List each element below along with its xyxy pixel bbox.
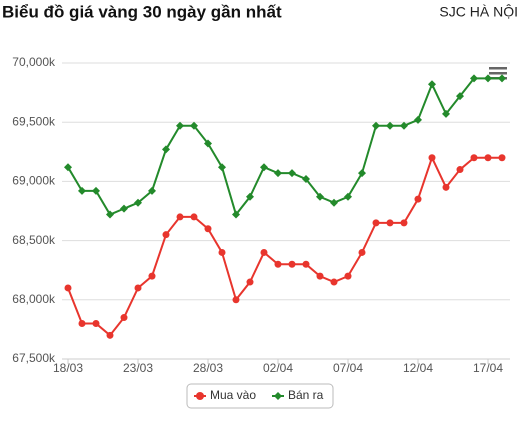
x-tick-label: 17/04 [473, 361, 503, 375]
point [232, 296, 240, 304]
point [134, 284, 142, 292]
point [176, 121, 184, 130]
x-tick-label: 02/04 [263, 361, 293, 375]
point [372, 121, 380, 130]
point [316, 192, 324, 201]
y-tick-label: 69,500k [12, 114, 56, 128]
point [442, 183, 450, 191]
x-tick-label: 28/03 [193, 361, 223, 375]
point [470, 74, 478, 83]
point [120, 314, 128, 322]
source-label: SJC HÀ NỘI [439, 4, 518, 20]
x-tick-label: 23/03 [123, 361, 153, 375]
point [92, 319, 100, 327]
point [134, 198, 142, 207]
point [190, 213, 198, 221]
point [372, 219, 380, 227]
point [92, 186, 100, 195]
y-tick-label: 68,500k [12, 233, 56, 247]
point [274, 260, 282, 268]
point [344, 272, 352, 280]
point [400, 219, 408, 227]
point [428, 154, 436, 162]
point [442, 109, 450, 118]
y-tick-label: 68,000k [12, 292, 56, 306]
y-tick-label: 70,000k [12, 55, 56, 69]
point [456, 166, 464, 174]
point [176, 213, 184, 221]
point [246, 278, 254, 286]
point [148, 186, 156, 195]
point [204, 139, 212, 148]
point [78, 186, 86, 195]
point [484, 74, 492, 83]
point [414, 195, 422, 203]
y-tick-label: 69,000k [12, 174, 56, 188]
point [428, 80, 436, 89]
legend-item[interactable]: Mua vào [194, 388, 256, 402]
chart-title: Biểu đồ giá vàng 30 ngày gần nhất [2, 2, 282, 21]
point [344, 192, 352, 201]
point [218, 163, 226, 172]
legend-marker [196, 392, 204, 400]
x-tick-label: 18/03 [53, 361, 83, 375]
series-line [67, 77, 502, 217]
point [162, 145, 170, 154]
point [330, 198, 338, 207]
menu-bar [489, 72, 507, 75]
point [400, 121, 408, 130]
point [330, 278, 338, 286]
point [302, 260, 310, 268]
x-tick-label: 07/04 [333, 361, 363, 375]
point [232, 210, 240, 219]
point [162, 231, 170, 239]
series-line [67, 155, 502, 337]
point [288, 260, 296, 268]
point [288, 169, 296, 178]
point [64, 284, 72, 292]
point [484, 154, 492, 162]
legend-label: Bán ra [288, 388, 324, 402]
point [414, 115, 422, 124]
point [78, 319, 86, 327]
x-tick-label: 12/04 [403, 361, 433, 375]
point [358, 248, 366, 256]
point [106, 331, 114, 339]
legend-label: Mua vào [210, 388, 256, 402]
point [106, 210, 114, 219]
point [148, 272, 156, 280]
legend-item[interactable]: Bán ra [272, 388, 324, 402]
point [218, 248, 226, 256]
y-tick-label: 67,500k [12, 351, 56, 365]
legend-box [186, 383, 334, 409]
point [302, 175, 310, 184]
point [204, 225, 212, 233]
point [260, 248, 268, 256]
point [386, 121, 394, 130]
point [260, 163, 268, 172]
menu-bar [489, 67, 507, 70]
point [64, 163, 72, 172]
point [470, 154, 478, 162]
point [456, 92, 464, 101]
point [274, 169, 282, 178]
point [498, 74, 506, 83]
point [358, 169, 366, 178]
point [120, 204, 128, 213]
point [316, 272, 324, 280]
point [498, 154, 506, 162]
point [190, 121, 198, 130]
point [386, 219, 394, 227]
point [246, 192, 254, 201]
legend-marker [274, 392, 282, 400]
